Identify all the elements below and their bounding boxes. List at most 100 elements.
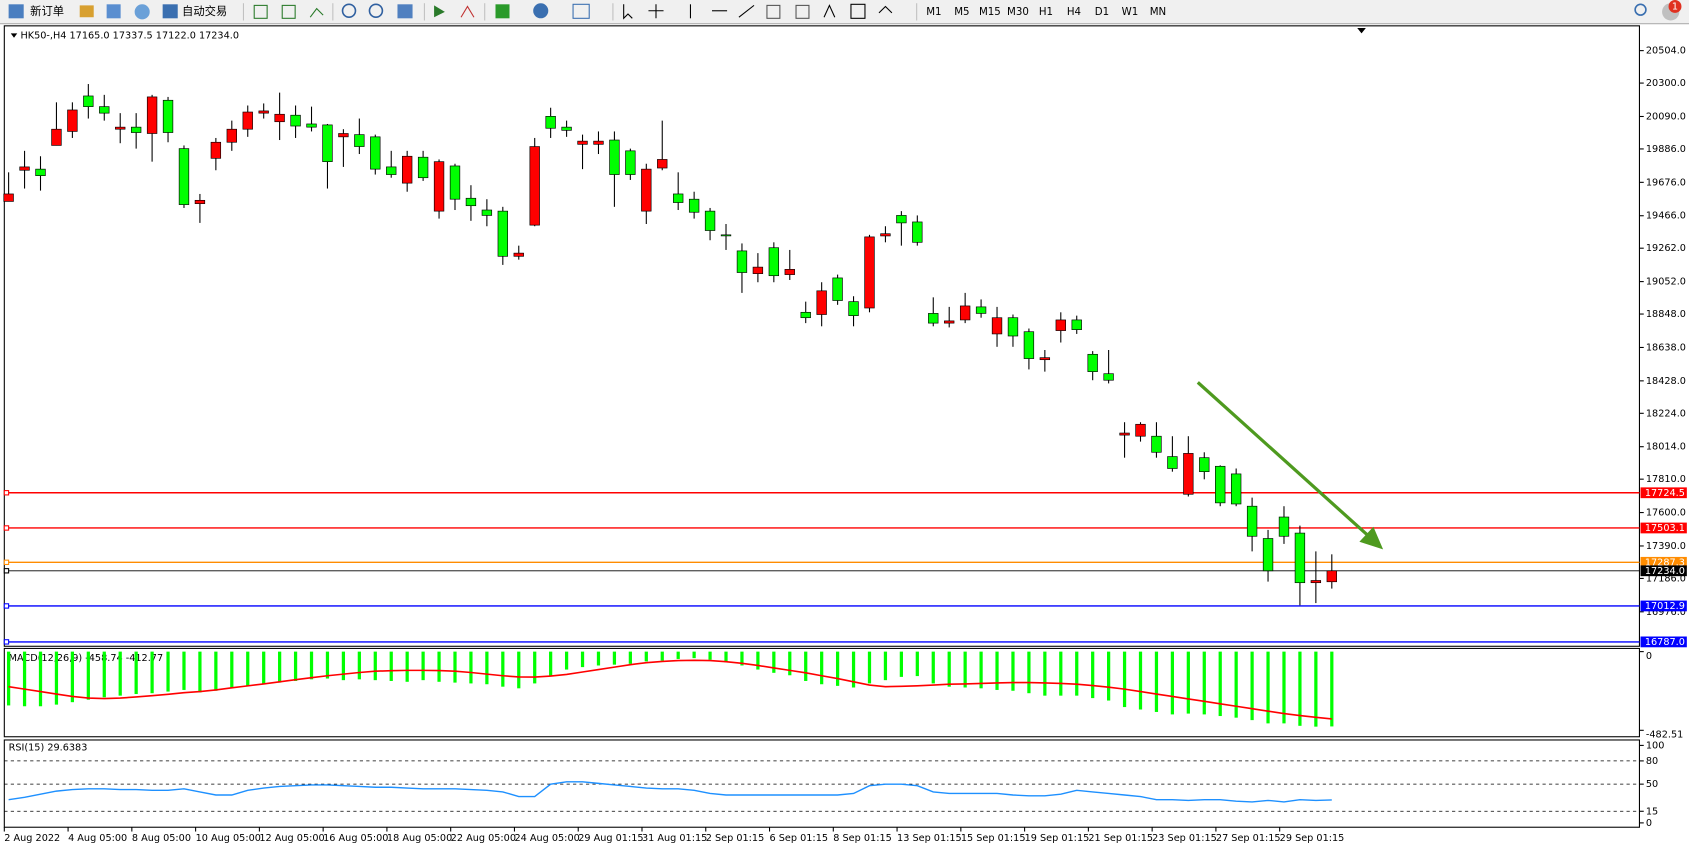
level-label: 17012.9 xyxy=(1645,601,1685,612)
macd-bar xyxy=(644,651,648,662)
macd-bar xyxy=(421,651,425,681)
label-tool[interactable] xyxy=(850,3,866,19)
x-tick-label: 16 Aug 05:00 xyxy=(323,833,388,844)
timeframe-button[interactable]: H1 xyxy=(1039,7,1053,18)
candle-body xyxy=(704,210,716,231)
y-tick-label: 18224.0 xyxy=(1646,408,1686,419)
candle-body xyxy=(497,210,508,257)
level-handle xyxy=(3,568,10,574)
toolbar-icon[interactable] xyxy=(79,5,94,18)
candle-body xyxy=(545,116,556,129)
macd-bar xyxy=(437,651,441,682)
macd-bar xyxy=(325,651,330,679)
trendline-tool[interactable] xyxy=(738,4,755,18)
arrows-tool[interactable] xyxy=(878,5,893,14)
candle-body xyxy=(529,146,540,226)
macd-bar xyxy=(995,651,999,690)
candle-body xyxy=(593,140,604,145)
symbol-marker xyxy=(10,33,18,38)
toolbar-icon[interactable] xyxy=(309,7,324,18)
candle-body xyxy=(912,221,923,243)
candle-body xyxy=(1007,317,1019,337)
macd-bar xyxy=(102,651,106,698)
cursor-tool[interactable] xyxy=(623,4,633,20)
text-tool[interactable] xyxy=(823,4,836,18)
macd-bar xyxy=(357,651,361,680)
macd-bar xyxy=(867,651,872,684)
level-label-bg xyxy=(1640,565,1687,577)
level-handle xyxy=(3,559,10,565)
timeframe-button[interactable]: M15 xyxy=(979,7,1001,18)
timeframe-button[interactable]: H4 xyxy=(1067,7,1081,18)
level-label: 17287.3 xyxy=(1645,557,1685,568)
timeframe-button[interactable]: W1 xyxy=(1122,7,1139,18)
level-label-bg xyxy=(1640,556,1687,568)
macd-bar xyxy=(931,651,935,684)
zoom-out[interactable] xyxy=(368,3,384,19)
timeframe-button[interactable]: M30 xyxy=(1007,7,1029,18)
y-tick-label: 16976.0 xyxy=(1646,607,1686,618)
x-tick-label: 23 Sep 01:15 xyxy=(1152,833,1217,844)
toolbar: 新订单 自动交易 M1 M5 M15 M30 H1 H4 D1 W1 MN xyxy=(0,0,1689,25)
macd-bar xyxy=(1234,651,1238,718)
timeframe-button[interactable]: M5 xyxy=(954,7,969,18)
macd-bar xyxy=(708,651,712,660)
y-tick-label: 15 xyxy=(1646,806,1658,817)
macd-bar xyxy=(1202,651,1206,715)
toolbar-icon[interactable] xyxy=(281,4,296,19)
periods[interactable] xyxy=(533,3,549,19)
toolbar-icon[interactable] xyxy=(134,4,150,20)
candle-body xyxy=(1294,532,1306,584)
candle-body xyxy=(1199,457,1210,473)
x-tick-label: 24 Aug 05:00 xyxy=(514,833,579,844)
badge xyxy=(1668,0,1682,13)
macd-bar xyxy=(835,651,840,686)
candle-body xyxy=(354,134,365,147)
zoom-in[interactable] xyxy=(341,3,357,19)
timeframe-button[interactable]: M1 xyxy=(926,7,941,18)
auto-trading-button[interactable]: 自动交易 xyxy=(182,4,227,18)
level-label-bg xyxy=(1640,636,1687,648)
signal-line xyxy=(8,659,1332,720)
level-handle xyxy=(3,490,10,496)
candle-body xyxy=(864,236,875,309)
crosshair-tool[interactable] xyxy=(648,4,664,19)
macd-bar xyxy=(979,651,983,689)
macd-bar xyxy=(22,651,27,707)
toolbar-icon[interactable] xyxy=(460,5,475,18)
toolbar-icon[interactable] xyxy=(434,5,445,18)
y-tick-label: 0 xyxy=(1646,818,1652,829)
candle-body xyxy=(944,320,955,324)
candle-body xyxy=(1246,505,1258,537)
channel-tool[interactable] xyxy=(766,4,781,19)
level-handle xyxy=(3,639,10,645)
x-tick-label: 31 Aug 01:15 xyxy=(642,833,707,844)
y-tick-label: -482.51 xyxy=(1646,730,1683,741)
macd-bar xyxy=(262,651,266,685)
y-tick-label: 18014.0 xyxy=(1646,442,1686,453)
shift-marker[interactable] xyxy=(1357,28,1366,34)
candle-body xyxy=(449,165,461,200)
candle-body xyxy=(146,96,158,134)
candle-body xyxy=(274,113,285,123)
indicators[interactable] xyxy=(495,4,510,19)
candle-body xyxy=(115,126,126,130)
x-tick-label: 10 Aug 05:00 xyxy=(196,833,261,844)
y-tick-label: 19676.0 xyxy=(1646,177,1686,188)
x-tick-label: 8 Sep 01:15 xyxy=(833,833,892,844)
timeframe-button[interactable]: MN xyxy=(1150,7,1166,18)
macd-bar xyxy=(1043,651,1047,696)
new-order-button[interactable]: 新订单 xyxy=(30,4,64,18)
toolbar-icon[interactable] xyxy=(253,4,268,19)
tile-windows[interactable] xyxy=(397,4,413,19)
fibo-tool[interactable] xyxy=(795,4,810,19)
templates[interactable] xyxy=(572,3,590,19)
search[interactable] xyxy=(1634,3,1647,16)
macd-bar xyxy=(740,651,744,666)
toolbar-icon[interactable] xyxy=(106,4,121,19)
candle-body xyxy=(258,110,269,114)
candle-body xyxy=(561,126,572,131)
y-tick-label: 18848.0 xyxy=(1646,309,1686,320)
macd-bar xyxy=(1107,651,1111,701)
timeframe-button[interactable]: D1 xyxy=(1095,7,1109,18)
